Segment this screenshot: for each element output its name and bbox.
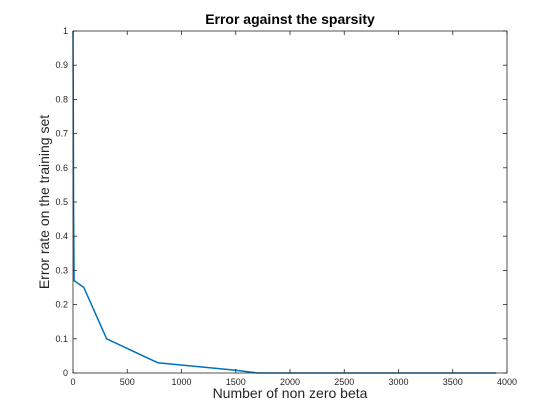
x-tick-label: 1500 [226,377,246,387]
x-tick-label: 4000 [497,377,517,387]
y-tick-label: 0.8 [55,94,68,104]
y-tick-label: 0.7 [55,129,68,139]
plot-area [73,31,507,373]
y-tick-label: 0.6 [55,163,68,173]
y-tick-label: 0 [63,368,68,378]
x-tick-label: 500 [120,377,135,387]
y-tick-label: 0.3 [55,265,68,275]
y-axis-label: Error rate on the training set [36,115,52,289]
y-tick-label: 0.1 [55,334,68,344]
x-tick-label: 2500 [334,377,354,387]
y-tick-label: 0.4 [55,231,68,241]
y-tick-label: 1 [63,26,68,36]
ticks-layer: 0 500 1000 1500 2000 2500 3000 3500 4000 0 0.1 0.2 0… [55,26,517,387]
x-tick-label: 3000 [388,377,408,387]
x-tick-label: 0 [70,377,75,387]
y-tick-label: 0.5 [55,197,68,207]
y-tick-label: 0.2 [55,300,68,310]
x-tick-label: 2000 [280,377,300,387]
x-tick-label: 1000 [171,377,191,387]
chart-title: Error against the sparsity [205,11,375,27]
y-tick-label: 0.9 [55,60,68,70]
x-axis-label: Number of non zero beta [213,385,368,401]
x-tick-label: 3500 [443,377,463,387]
